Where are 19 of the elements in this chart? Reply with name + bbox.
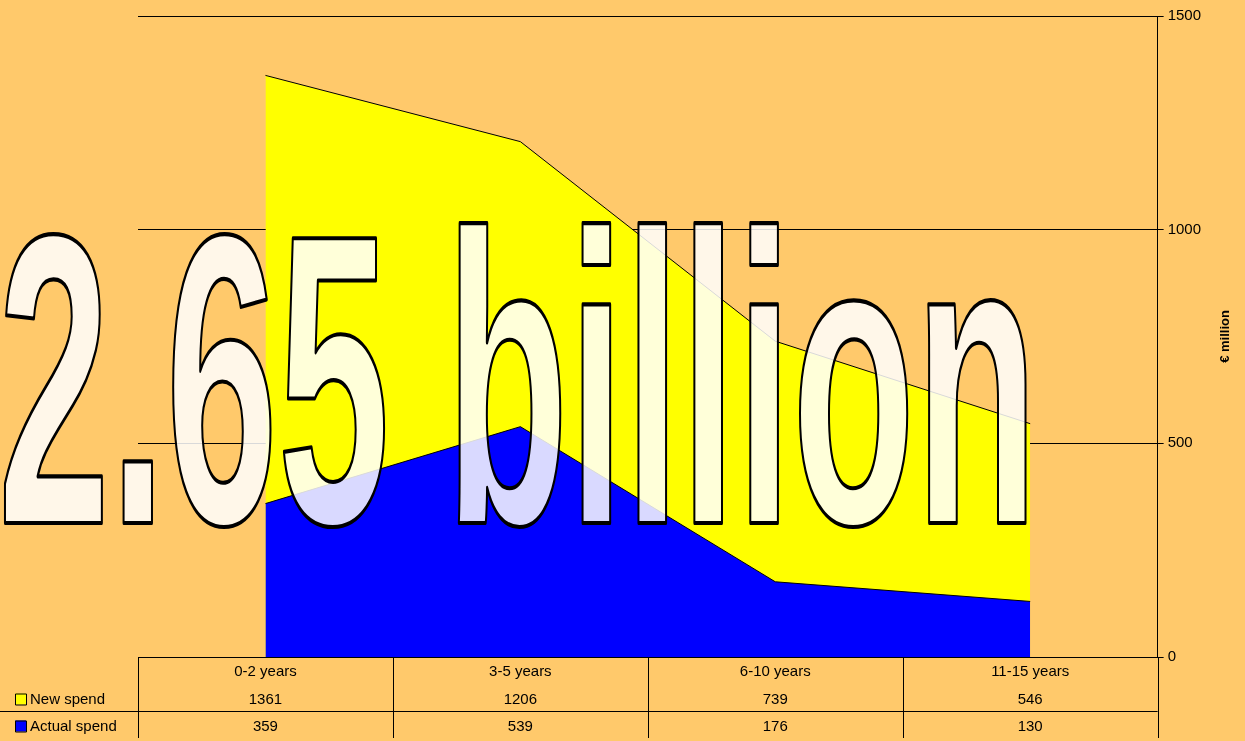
data-label: 359 — [252, 716, 278, 734]
data-label: 130 — [1017, 716, 1043, 734]
data-label: 546 — [1017, 689, 1043, 707]
y-tick-label: 1500 — [1167, 6, 1202, 24]
data-label: 1206 — [503, 689, 538, 707]
legend-label: Actual spend — [30, 716, 117, 734]
data-label: 539 — [507, 716, 533, 734]
data-label: 176 — [762, 716, 788, 734]
x-tick-label: 11-15 years — [991, 662, 1070, 680]
data-label: 739 — [762, 689, 788, 707]
legend-label: New spend — [30, 689, 106, 707]
y-tick-label: 0 — [1167, 647, 1176, 665]
x-tick-label: 6-10 years — [739, 662, 811, 680]
data-label: 1361 — [248, 689, 283, 707]
x-tick-label: 0-2 years — [234, 662, 297, 680]
y-tick-label: 1000 — [1167, 219, 1202, 237]
y-axis-title: € million — [1216, 310, 1232, 363]
y-tick-label: 500 — [1167, 433, 1193, 451]
x-tick-label: 3-5 years — [489, 662, 552, 680]
